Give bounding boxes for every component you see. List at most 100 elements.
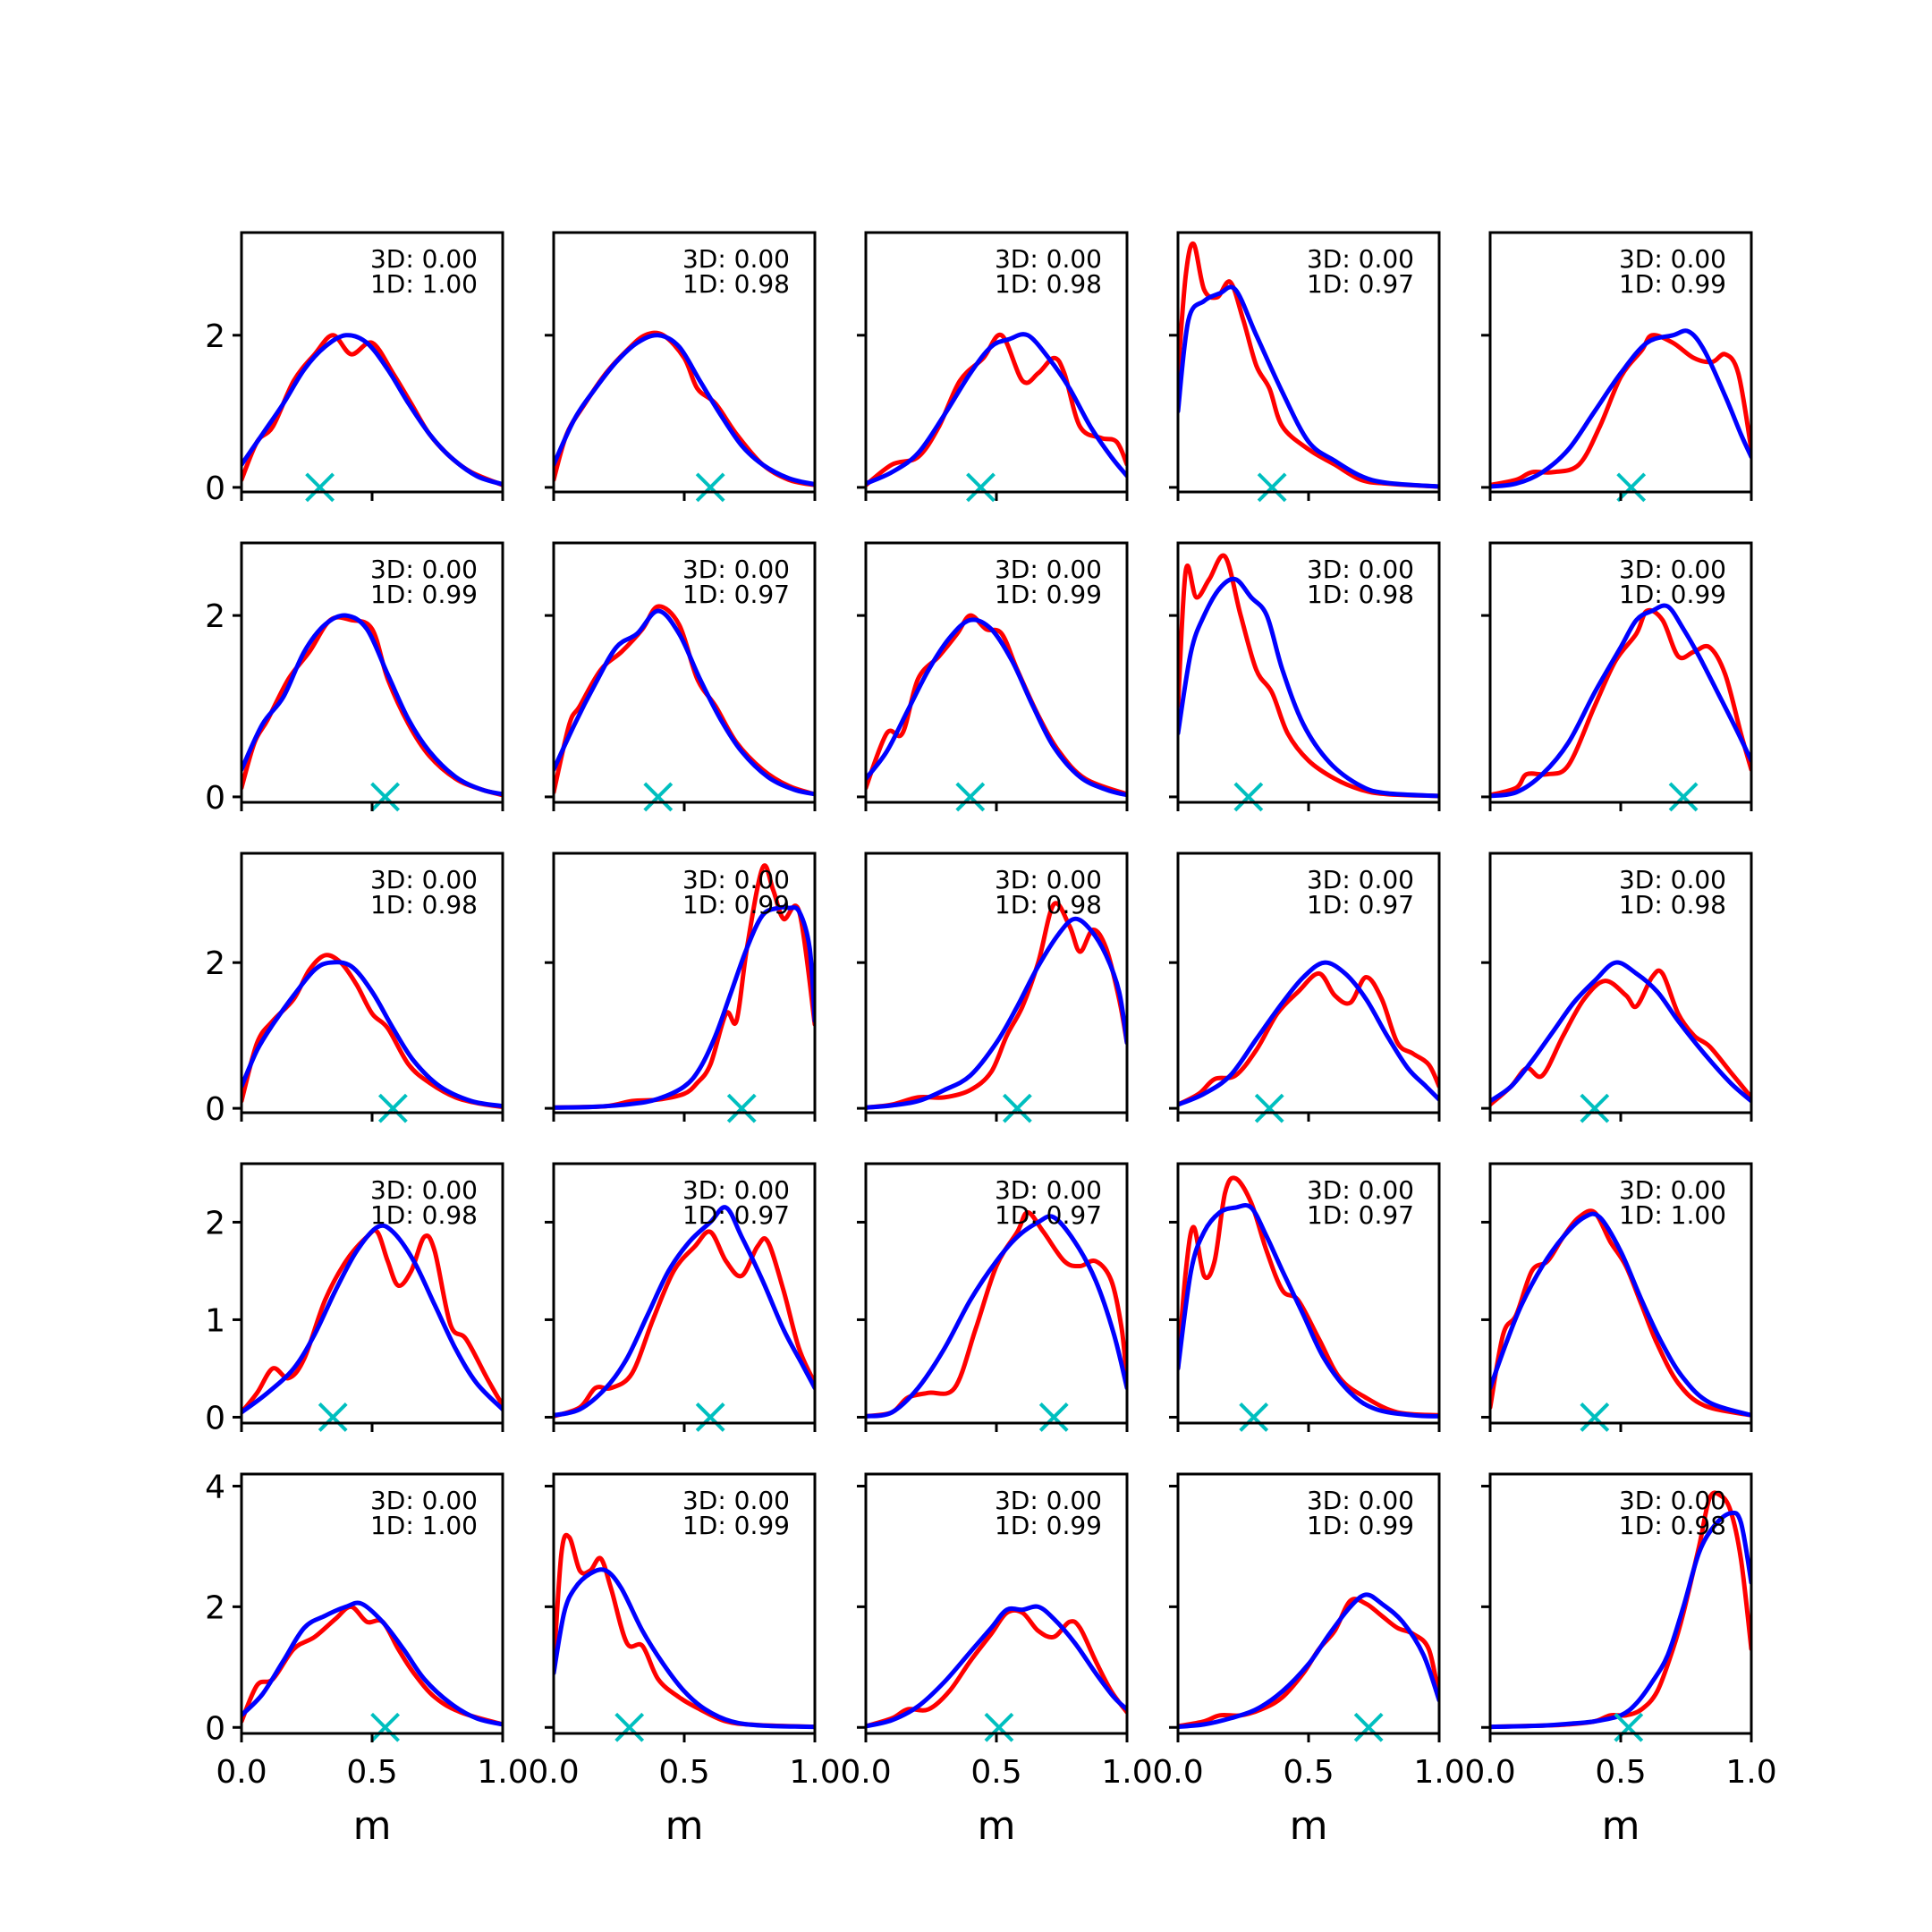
series-blue-line	[1178, 576, 1439, 799]
series-blue-line	[1490, 1510, 1751, 1730]
truth-marker	[695, 1402, 725, 1432]
panel-curves	[866, 1210, 1127, 1419]
y-tick-label: 2	[205, 318, 225, 355]
series-red-line	[1490, 968, 1751, 1107]
series-red-line	[866, 1210, 1127, 1419]
stat-1d-label: 1D: 0.97	[995, 1200, 1102, 1230]
stat-3d-label: 3D: 0.00	[1619, 1486, 1726, 1515]
x-tick-label: 0.0	[1464, 1754, 1515, 1791]
stat-1d-label: 1D: 1.00	[370, 1511, 478, 1540]
truth-marker	[1239, 1402, 1269, 1432]
stat-1d-label: 1D: 0.99	[1619, 269, 1726, 299]
panel-curves	[866, 1604, 1127, 1729]
stat-1d-label: 1D: 0.98	[995, 890, 1102, 919]
truth-marker	[1616, 472, 1647, 503]
panel-curves	[1490, 1208, 1751, 1418]
panel-curves	[866, 901, 1127, 1110]
series-blue-line	[554, 1567, 815, 1730]
stat-1d-label: 1D: 0.99	[370, 580, 478, 609]
stat-3d-label: 3D: 0.00	[995, 555, 1102, 584]
series-blue-line	[554, 608, 815, 797]
panel-curves	[866, 332, 1127, 487]
stat-1d-label: 1D: 0.98	[995, 269, 1102, 299]
truth-marker	[1257, 472, 1287, 503]
marker-stroke	[370, 782, 401, 812]
series-blue-line	[242, 960, 503, 1109]
series-blue-line	[1490, 328, 1751, 489]
panel-curves	[554, 863, 815, 1110]
marker-stroke	[1668, 782, 1699, 812]
marker-stroke	[305, 472, 335, 503]
truth-marker	[955, 782, 986, 812]
panel-curves	[242, 613, 503, 798]
x-axis-label: m	[1290, 1803, 1328, 1849]
panel-curves	[1490, 328, 1751, 489]
stat-1d-label: 1D: 0.97	[1307, 269, 1414, 299]
panel-curves	[554, 1205, 815, 1419]
stat-1d-label: 1D: 0.99	[1619, 580, 1726, 609]
stat-1d-label: 1D: 0.97	[1307, 1200, 1414, 1230]
truth-marker	[1002, 1093, 1032, 1123]
stat-3d-label: 3D: 0.00	[1307, 1175, 1414, 1205]
series-red-line	[554, 604, 815, 797]
stat-1d-label: 1D: 0.98	[1619, 890, 1726, 919]
stat-3d-label: 3D: 0.00	[682, 555, 790, 584]
marker-stroke	[955, 782, 986, 812]
x-axis-label: m	[1602, 1803, 1640, 1849]
series-red-line	[866, 613, 1127, 797]
panel-curves	[554, 604, 815, 797]
panel-curves	[242, 1223, 503, 1415]
stat-1d-label: 1D: 0.99	[682, 890, 790, 919]
stat-1d-label: 1D: 0.98	[1619, 1511, 1726, 1540]
truth-marker	[370, 782, 401, 812]
y-tick-label: 4	[205, 1469, 225, 1505]
series-red-line	[242, 1228, 503, 1415]
stat-1d-label: 1D: 0.99	[995, 580, 1102, 609]
stat-3d-label: 3D: 0.00	[682, 1486, 790, 1515]
x-tick-label: 1.0	[1725, 1754, 1776, 1791]
truth-marker	[1614, 1712, 1644, 1742]
series-red-line	[1490, 333, 1751, 487]
x-axis-label: m	[665, 1803, 704, 1849]
x-tick-label: 0.0	[528, 1754, 579, 1791]
truth-marker	[1233, 782, 1264, 812]
y-tick-label: 2	[205, 945, 225, 982]
stat-1d-label: 1D: 0.97	[682, 580, 790, 609]
stat-1d-label: 1D: 0.97	[682, 1200, 790, 1230]
truth-marker	[377, 1093, 408, 1123]
stat-3d-label: 3D: 0.00	[1307, 1486, 1414, 1515]
y-tick-label: 1	[205, 1302, 225, 1339]
stat-1d-label: 1D: 1.00	[370, 269, 478, 299]
panel-curves	[242, 333, 503, 487]
truth-marker	[643, 782, 674, 812]
stat-1d-label: 1D: 0.99	[1307, 1511, 1414, 1540]
truth-marker	[984, 1712, 1014, 1742]
marker-stroke	[1002, 1093, 1032, 1123]
truth-marker	[305, 472, 335, 503]
series-blue-line	[866, 1214, 1127, 1419]
marker-stroke	[614, 1712, 645, 1742]
series-blue-line	[866, 332, 1127, 487]
series-blue-line	[1490, 1211, 1751, 1418]
x-tick-label: 0.0	[840, 1754, 891, 1791]
y-tick-label: 0	[205, 780, 225, 817]
marker-stroke	[984, 1712, 1014, 1742]
series-blue-line	[866, 617, 1127, 798]
stat-3d-label: 3D: 0.00	[1307, 244, 1414, 274]
stat-3d-label: 3D: 0.00	[1619, 555, 1726, 584]
